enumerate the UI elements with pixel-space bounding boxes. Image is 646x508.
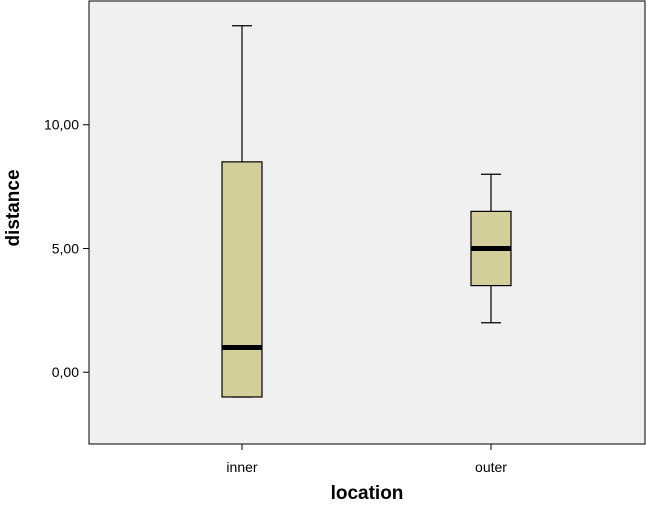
plot-area (88, 0, 646, 445)
y-tick-label-2: 10,00 (44, 117, 79, 133)
x-tick-label-inner: inner (226, 459, 257, 475)
box-outer (470, 173, 512, 324)
iqr-box-inner (221, 161, 263, 398)
y-tick-label-1: 5,00 (52, 240, 79, 256)
x-axis-title: location (331, 483, 404, 504)
box-inner (221, 25, 263, 398)
x-axis: inner outer (226, 444, 507, 475)
boxes (221, 25, 512, 398)
x-tick-label-outer: outer (475, 459, 507, 475)
y-axis: 0,00 5,00 10,00 (44, 117, 89, 380)
y-tick-label-0: 0,00 (52, 364, 79, 380)
y-axis-title: distance (3, 169, 24, 246)
